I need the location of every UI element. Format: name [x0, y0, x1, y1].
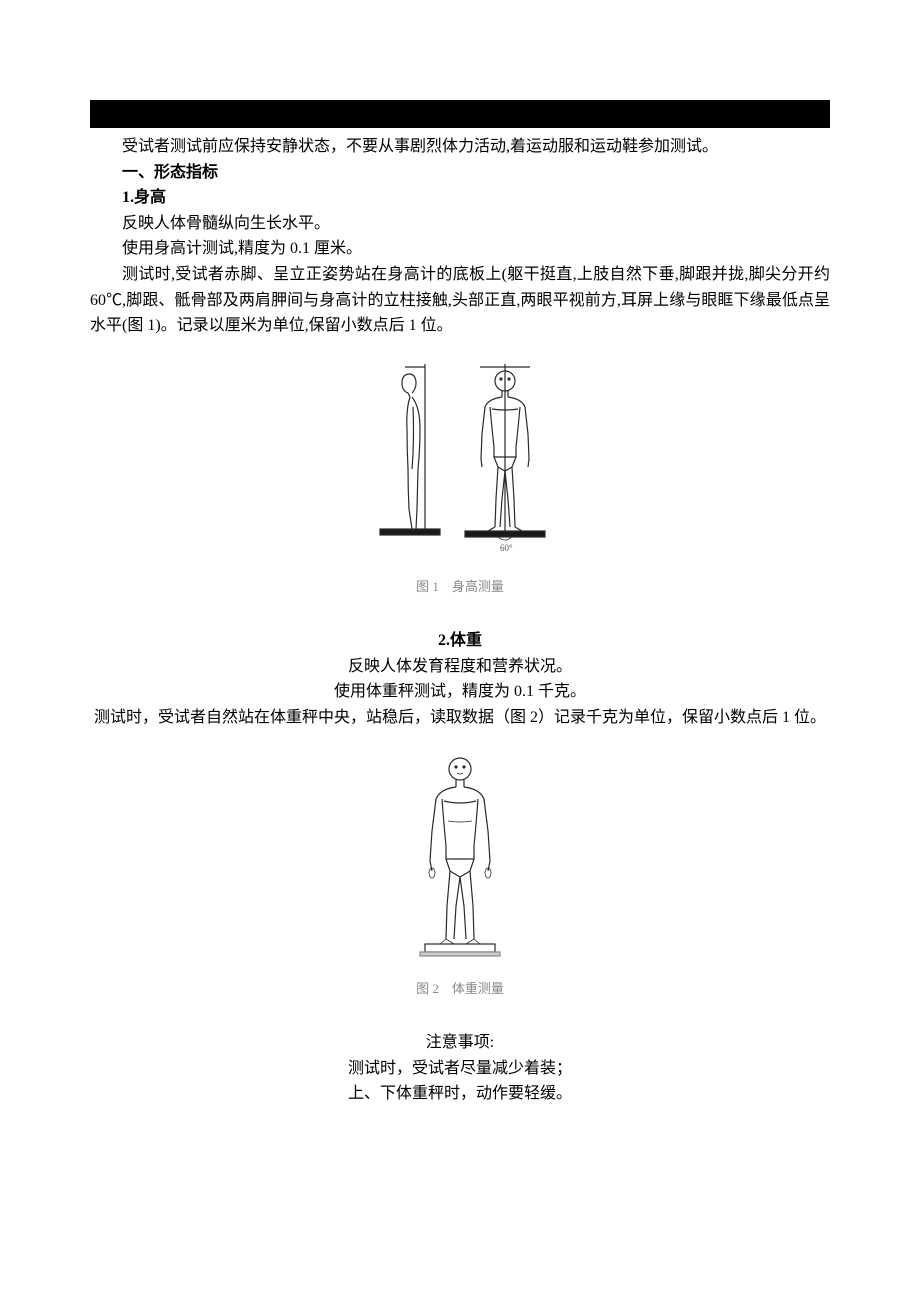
notes-line1: 测试时，受试者尽量减少着装；: [90, 1056, 830, 1082]
figure2-caption: 图 2 体重测量: [90, 979, 830, 1000]
figure2-container: 图 2 体重测量: [90, 751, 830, 1000]
notes-title: 注意事项:: [90, 1030, 830, 1056]
sub1-p3: 测试时,受试者赤脚、呈立正姿势站在身高计的底板上(躯干挺直,上肢自然下垂,脚跟并…: [90, 262, 830, 339]
sub2-title: 2.体重: [90, 628, 830, 654]
sub2-p3: 测试时，受试者自然站在体重秤中央，站稳后，读取数据（图 2）记录千克为单位，保留…: [90, 705, 830, 731]
angle-label: 60°: [500, 543, 513, 553]
figure1-caption: 图 1 身高测量: [90, 577, 830, 598]
header-bar: [90, 100, 830, 128]
notes-line2: 上、下体重秤时，动作要轻缓。: [90, 1081, 830, 1107]
section1-title: 一、形态指标: [90, 160, 830, 186]
sub1-title: 1.身高: [90, 185, 830, 211]
sub2-p2: 使用体重秤测试，精度为 0.1 千克。: [90, 679, 830, 705]
figure1-svg: 60°: [350, 359, 570, 559]
sub2-p1: 反映人体发育程度和营养状况。: [90, 654, 830, 680]
sub1-p1: 反映人体骨髓纵向生长水平。: [90, 211, 830, 237]
section2-container: 2.体重 反映人体发育程度和营养状况。 使用体重秤测试，精度为 0.1 千克。 …: [90, 628, 830, 730]
intro-text: 受试者测试前应保持安静状态，不要从事剧烈体力活动,着运动服和运动鞋参加测试。: [90, 134, 830, 160]
notes-section: 注意事项: 测试时，受试者尽量减少着装； 上、下体重秤时，动作要轻缓。: [90, 1030, 830, 1107]
sub1-p2: 使用身高计测试,精度为 0.1 厘米。: [90, 236, 830, 262]
figure1-container: 60° 图 1 身高测量: [90, 359, 830, 598]
figure2-svg: [400, 751, 520, 961]
